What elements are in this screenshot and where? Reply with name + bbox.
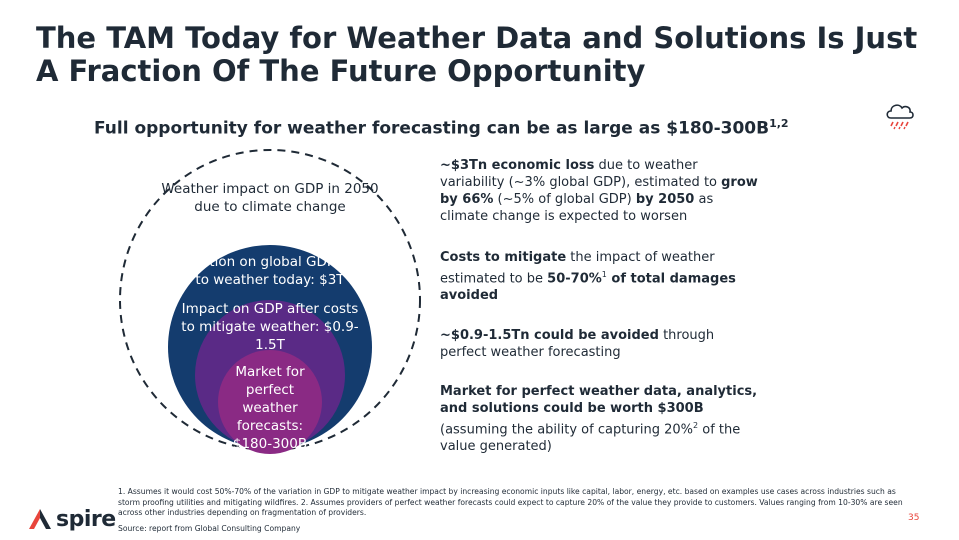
bullet-mitigation-costs: Costs to mitigate the impact of weather …	[440, 250, 736, 304]
impact-circle-label: Impact on GDP after costs to mitigate we…	[181, 301, 359, 353]
cloud-rain-icon	[886, 104, 914, 130]
spire-logo-text: spire	[56, 506, 116, 532]
page-number: 35	[908, 513, 920, 523]
market-circle	[218, 350, 322, 454]
footnote: 1. Assumes it would cost 50%-70% of the …	[118, 487, 903, 517]
market-circle-label: Market for perfect weather forecasts: $1…	[232, 364, 308, 452]
bullet-market-size: Market for perfect weather data, analyti…	[440, 384, 758, 455]
nested-circles-diagram	[119, 149, 421, 454]
bullet-avoided-losses: ~$0.9-1.5Tn could be avoided through per…	[440, 328, 715, 360]
outer-circle	[119, 149, 421, 451]
subtitle-footnote-ref: 1,2	[769, 117, 789, 130]
spire-logo-icon	[29, 509, 51, 529]
subtitle-text: Full opportunity for weather forecasting…	[94, 118, 770, 139]
page-title: The TAM Today for Weather Data and Solut…	[36, 21, 918, 88]
spire-logo: spire	[28, 506, 116, 532]
source-note: Source: report from Global Consulting Co…	[118, 524, 301, 533]
outer-circle-label: Weather impact on GDP in 2050 due to cli…	[161, 181, 379, 215]
variation-circle-label: Variation on global GDP due to weather t…	[175, 254, 365, 288]
subtitle: Full opportunity for weather forecasting…	[94, 117, 789, 139]
bullet-economic-loss: ~$3Tn economic loss due to weather varia…	[440, 158, 758, 224]
